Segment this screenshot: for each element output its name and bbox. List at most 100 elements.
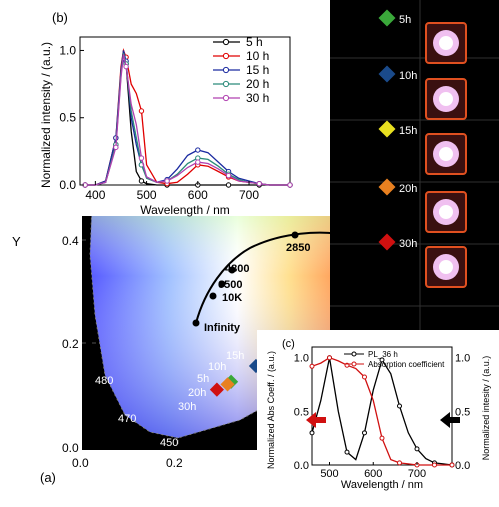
a-ytick-0.0: 0.0 xyxy=(62,441,79,455)
c-ytick-right-2: 1.0 xyxy=(455,353,470,365)
photo-label-5h: 5h xyxy=(399,14,411,26)
c-point-0-8 xyxy=(379,357,385,363)
b-point-10h-9 xyxy=(138,108,145,114)
c-legend-label-1: Absorption coefficient xyxy=(368,360,445,369)
cct-label-2850: 2850 xyxy=(286,242,310,254)
panel-b-plot xyxy=(82,48,293,188)
panel-c: 500 600 700 0.0 0.0 0.5 0.5 1.0 1.0 Wavelength /… xyxy=(257,330,499,507)
device-core-4 xyxy=(439,260,453,274)
b-xtick-400: 400 xyxy=(85,188,105,202)
cct-label-6500: 6500 xyxy=(218,279,242,291)
b-ytick-1: 0.5 xyxy=(59,111,76,125)
cct-label-10k: 10K xyxy=(222,292,242,304)
c-ytick-left-1: 0.5 xyxy=(294,406,309,418)
b-legend-marker-3 xyxy=(222,80,230,88)
b-legend-marker-2 xyxy=(222,66,230,74)
c-point-0-0 xyxy=(309,430,315,436)
b-point-30h-9 xyxy=(138,155,145,161)
b-xtick-600: 600 xyxy=(188,188,208,202)
right-arrow-icon xyxy=(440,412,460,428)
photo-tiles xyxy=(378,9,467,288)
b-legend-label-3: 20 h xyxy=(246,77,269,91)
c-ytick-right-0: 0.0 xyxy=(455,460,470,472)
point-label-30h: 30h xyxy=(178,401,196,413)
c-ytick-left-2: 1.0 xyxy=(294,353,309,365)
c-legend-marker-0 xyxy=(351,351,357,357)
b-ylabel: Normalized intensity / (a.u.) xyxy=(39,42,53,188)
panel-b-legend: 5 h10 h15 h20 h30 h xyxy=(213,35,269,105)
locus-label-470: 470 xyxy=(118,413,136,425)
panel-c-ticks: 500 600 700 0.0 0.0 0.5 0.5 1.0 1.0 xyxy=(294,353,471,480)
c-panel-label: (c) xyxy=(282,338,295,350)
photo-marker-2 xyxy=(378,120,396,138)
a-ytick-0.2: 0.2 xyxy=(62,337,79,351)
point-label-5h: 5h xyxy=(197,373,209,385)
b-legend-marker-0 xyxy=(222,38,230,46)
c-xtick-700: 700 xyxy=(408,468,426,480)
b-point-5h-9 xyxy=(138,178,145,184)
device-core-3 xyxy=(439,205,453,219)
c-point-0-6 xyxy=(362,430,367,436)
a-panel-label: (a) xyxy=(40,470,56,485)
photo-label-20h: 20h xyxy=(399,183,417,195)
panel-b-frame xyxy=(79,36,291,186)
locus-label-450: 450 xyxy=(160,437,178,449)
b-ytick-0: 0.0 xyxy=(59,178,76,192)
device-core-1 xyxy=(439,92,453,106)
cie-point-20h xyxy=(220,377,235,392)
c-point-0-4 xyxy=(344,449,350,455)
a-xtick-0.0: 0.0 xyxy=(72,456,89,470)
c-xtick-600: 600 xyxy=(364,468,382,480)
b-panel-label: (b) xyxy=(52,10,68,25)
c-point-1-10 xyxy=(397,460,402,466)
b-point-30h-12 xyxy=(164,178,170,184)
c-point-1-6 xyxy=(362,374,367,380)
point-label-20h: 20h xyxy=(188,387,206,399)
a-ylabel: Y xyxy=(12,234,21,249)
point-label-15h: 15h xyxy=(226,350,244,362)
photo-marker-3 xyxy=(378,178,396,196)
photo-label-30h: 30h xyxy=(399,238,417,250)
b-legend-label-2: 15 h xyxy=(246,63,269,77)
b-xlabel: Wavelength / nm xyxy=(140,203,230,217)
b-point-30h-24 xyxy=(287,182,293,188)
c-point-1-2 xyxy=(327,355,332,361)
cct-label-infinity: Infinity xyxy=(204,322,241,334)
b-point-30h-21 xyxy=(256,180,262,187)
c-ytick-left-0: 0.0 xyxy=(294,460,309,472)
b-legend-label-4: 30 h xyxy=(246,91,269,105)
photo-strip: 5h 10h 15h 20h 30h xyxy=(330,0,499,330)
photo-marker-1 xyxy=(378,65,396,83)
c-ylabel-right: Normalized intesity / (a.u.) xyxy=(481,356,491,461)
left-arrow-icon xyxy=(306,412,326,428)
photo-label-10h: 10h xyxy=(399,70,417,82)
a-xtick-0.2: 0.2 xyxy=(166,456,183,470)
c-point-0-10 xyxy=(397,403,402,409)
cie-point-30h xyxy=(209,382,224,397)
b-xtick-500: 500 xyxy=(137,188,157,202)
b-point-30h-15 xyxy=(195,159,201,165)
device-core-0 xyxy=(439,36,453,50)
photo-background xyxy=(330,0,499,330)
b-point-15h-15 xyxy=(195,147,201,153)
b-point-30h-18 xyxy=(225,172,232,179)
photo-marker-4 xyxy=(378,233,396,251)
device-core-2 xyxy=(439,147,453,161)
photo-grid xyxy=(330,0,499,330)
b-legend-label-0: 5 h xyxy=(246,35,263,49)
panel-c-frame xyxy=(311,346,453,466)
b-point-30h-3 xyxy=(113,144,119,151)
b-point-30h-6 xyxy=(123,63,129,70)
c-xlabel: Wavelength / nm xyxy=(341,479,423,491)
point-label-10h: 10h xyxy=(208,361,226,373)
b-ytick-2: 1.0 xyxy=(59,43,76,57)
cct-label-4800: 4800 xyxy=(225,263,249,275)
b-legend-marker-1 xyxy=(222,52,230,60)
photo-label-15h: 15h xyxy=(399,125,417,137)
panel-b-xticks: 400 500 600 700 xyxy=(85,181,259,202)
panel-c-plot xyxy=(309,355,455,468)
c-point-1-0 xyxy=(309,363,315,369)
c-point-1-8 xyxy=(379,435,385,441)
